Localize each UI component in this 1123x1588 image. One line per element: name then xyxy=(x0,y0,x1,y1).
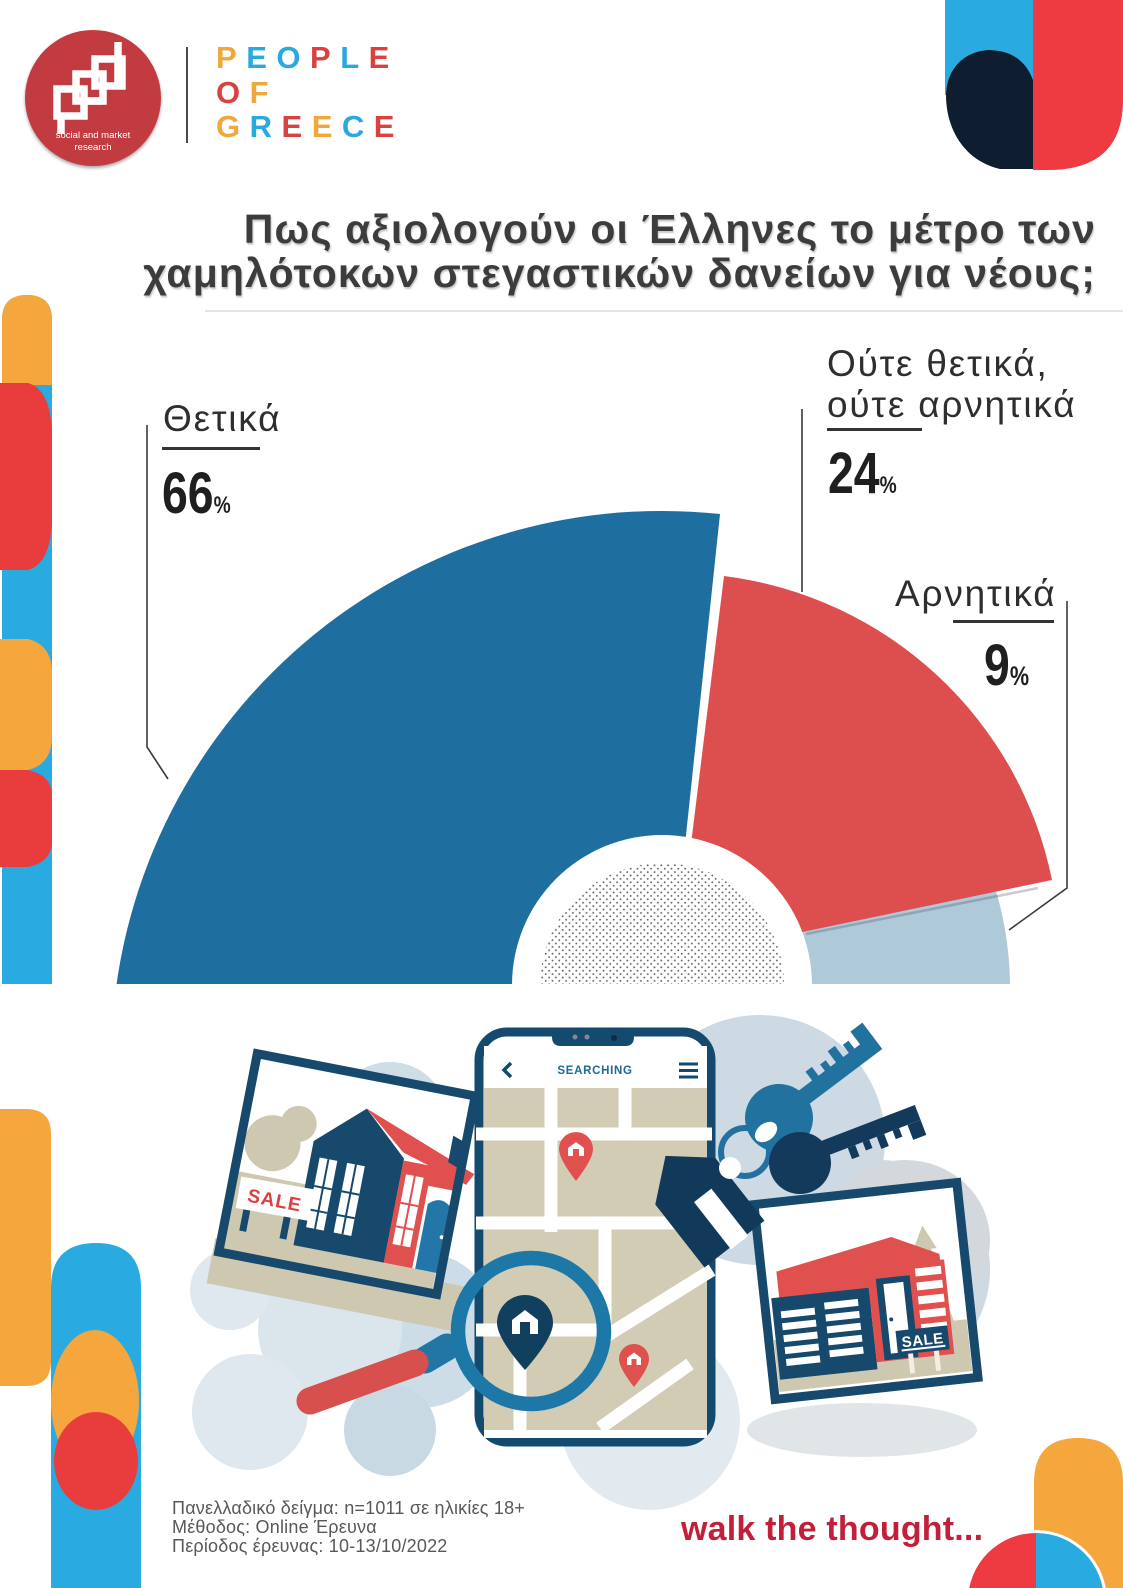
svg-text:SEARCHING: SEARCHING xyxy=(557,1065,632,1077)
svg-text:research: research xyxy=(75,142,112,153)
svg-text:social and market: social and market xyxy=(56,130,131,141)
